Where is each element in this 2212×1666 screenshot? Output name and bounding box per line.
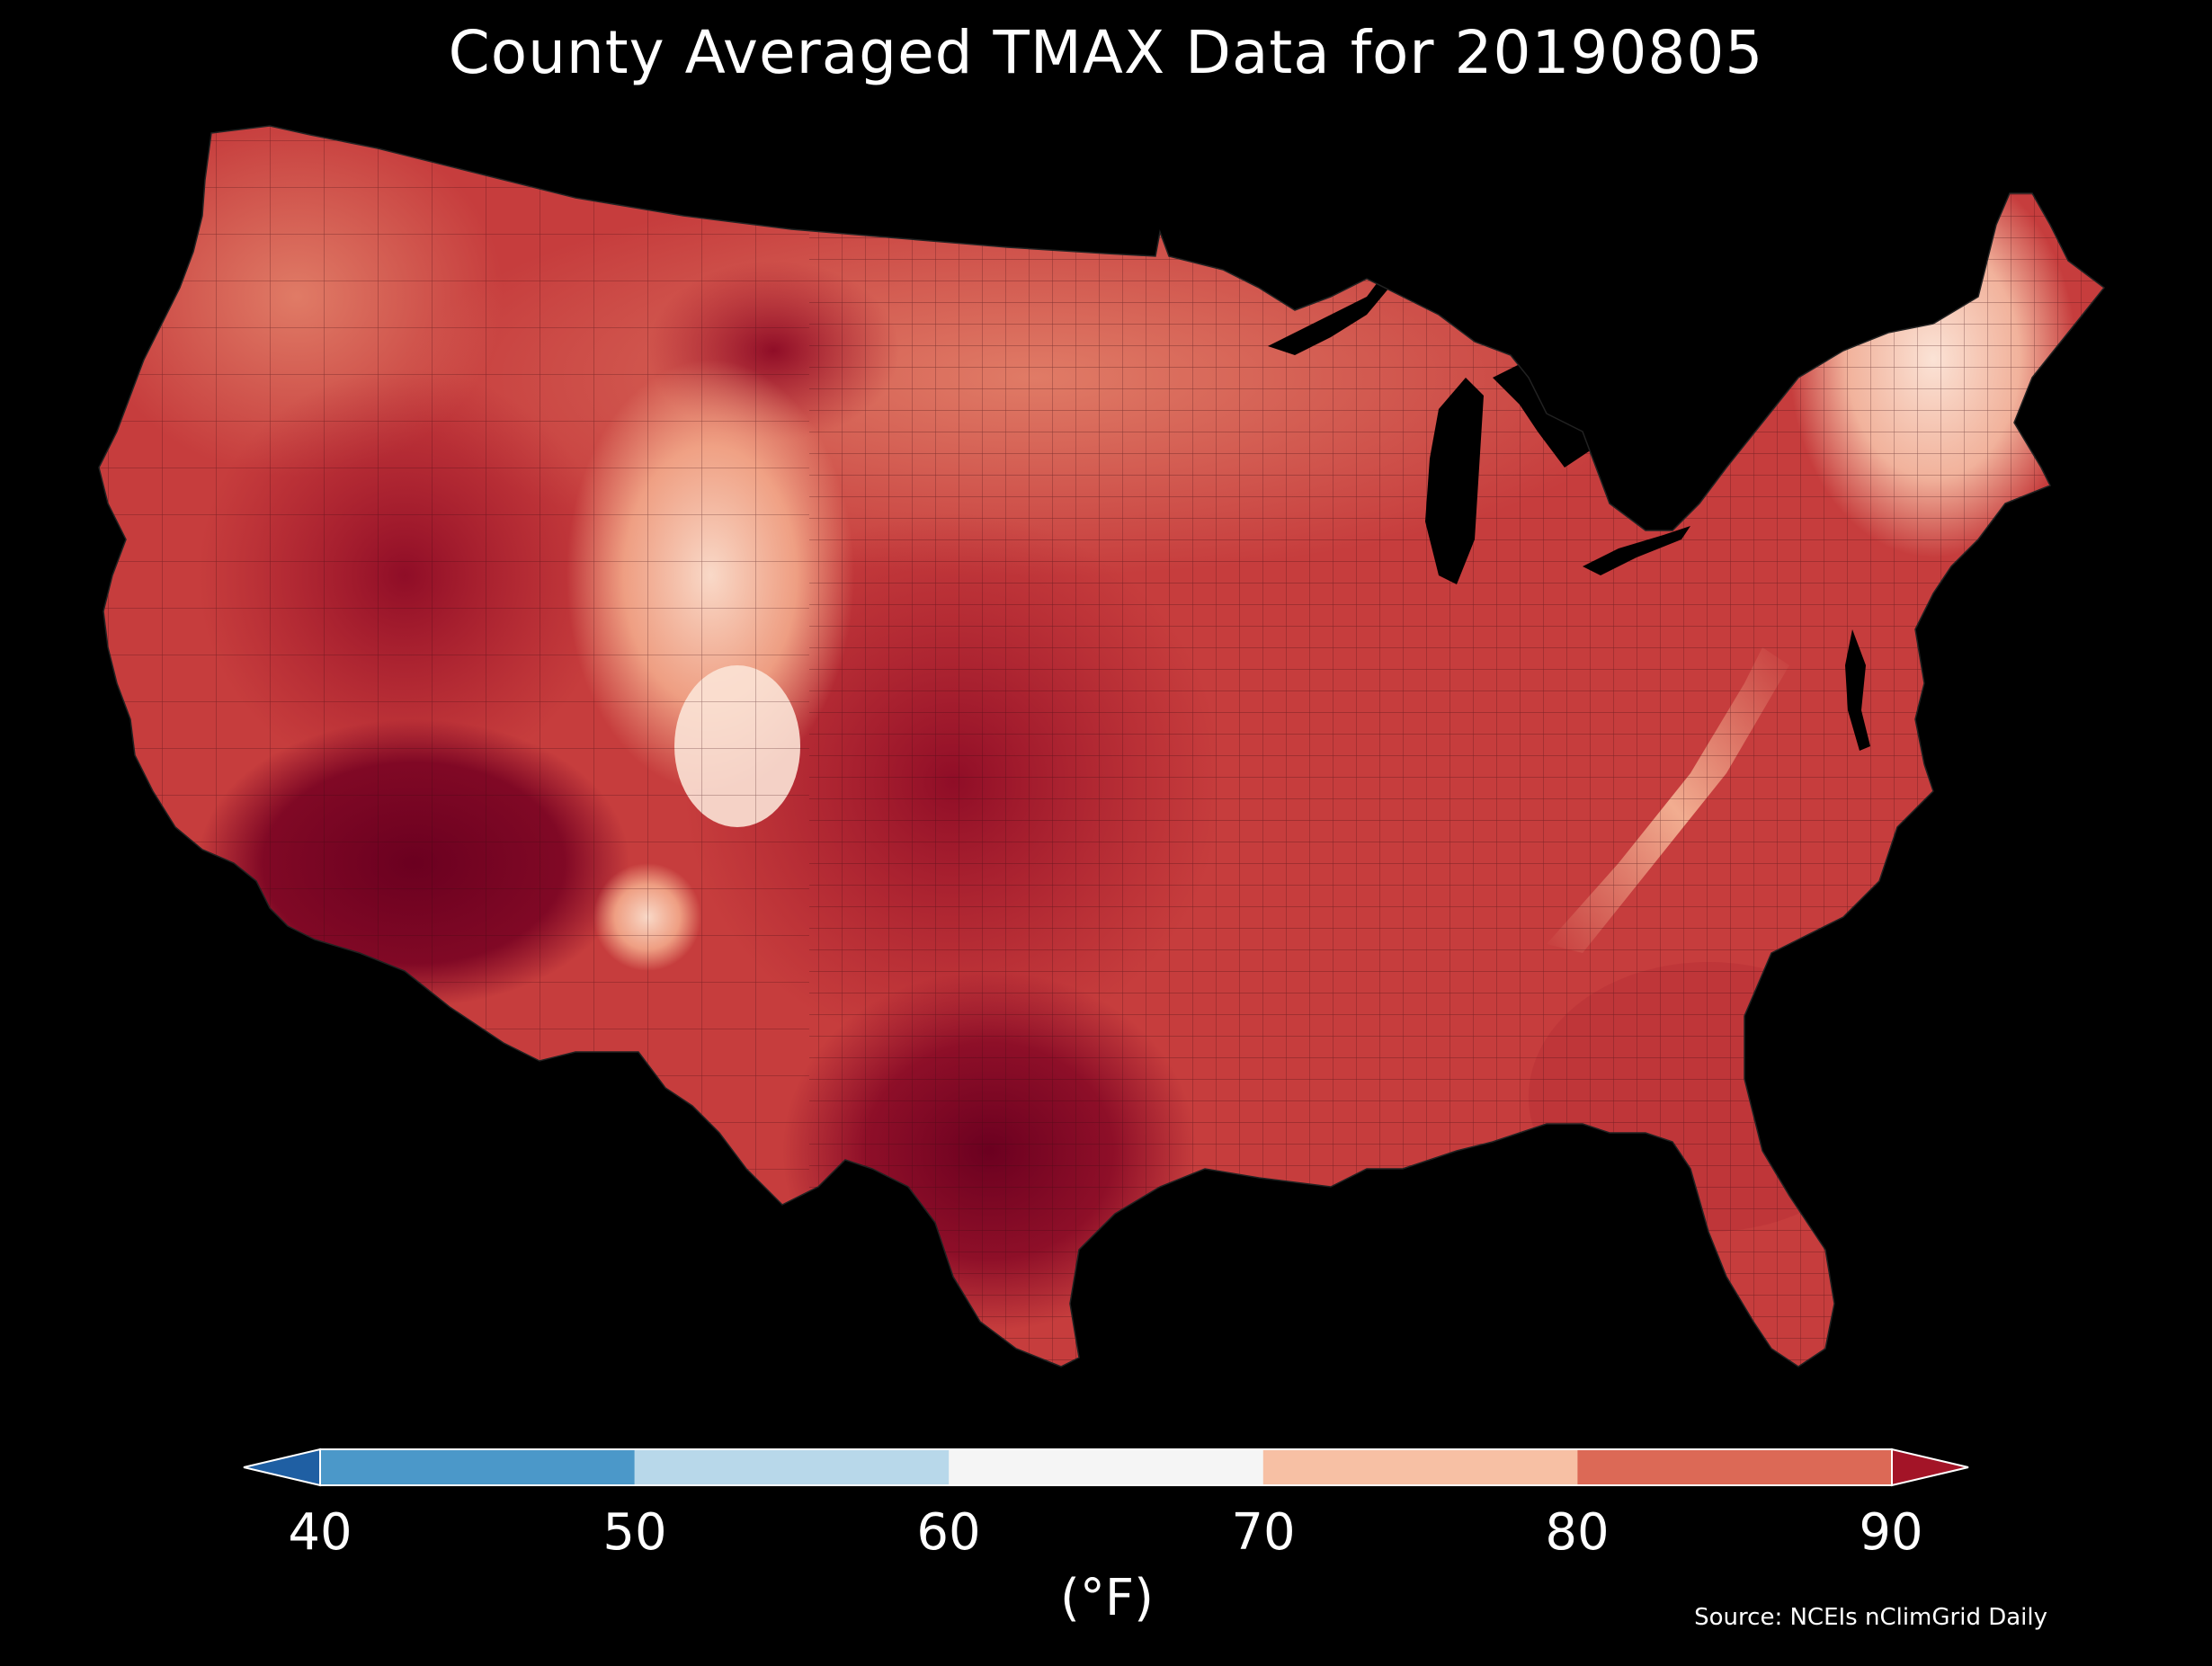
great-lakes [1268,279,1690,584]
colorbar-bin [320,1449,636,1485]
colorbar-frame [319,1448,1893,1486]
lake-erie [1583,526,1690,575]
colorbar-tick-label: 70 [1231,1503,1296,1562]
lake-huron [1493,360,1592,468]
colorbar-bins [243,1448,1969,1487]
source-credit: Source: NCEIs nClimGrid Daily [1694,1604,2047,1631]
colorbar-bin [949,1449,1264,1485]
colorbar-tick-label: 60 [916,1503,981,1562]
lake-superior [1268,279,1389,355]
colorbar-tick-label: 50 [602,1503,667,1562]
chesapeake-bay [1845,629,1870,751]
colorbar-bin [634,1449,950,1485]
colorbar-bin [1577,1449,1893,1485]
colorbar-extend-low [243,1448,321,1487]
colorbar-extend-high [1891,1448,1969,1487]
colorbar-bin [1262,1449,1578,1485]
map-title: County Averaged TMAX Data for 20190805 [448,18,1764,87]
colorbar-tick-label: 90 [1859,1503,1923,1562]
colorbar-tick-label: 80 [1545,1503,1610,1562]
lake-michigan [1425,378,1484,584]
colorbar-tick-label: 40 [288,1503,352,1562]
colorbar-unit-label: (°F) [1060,1569,1154,1627]
